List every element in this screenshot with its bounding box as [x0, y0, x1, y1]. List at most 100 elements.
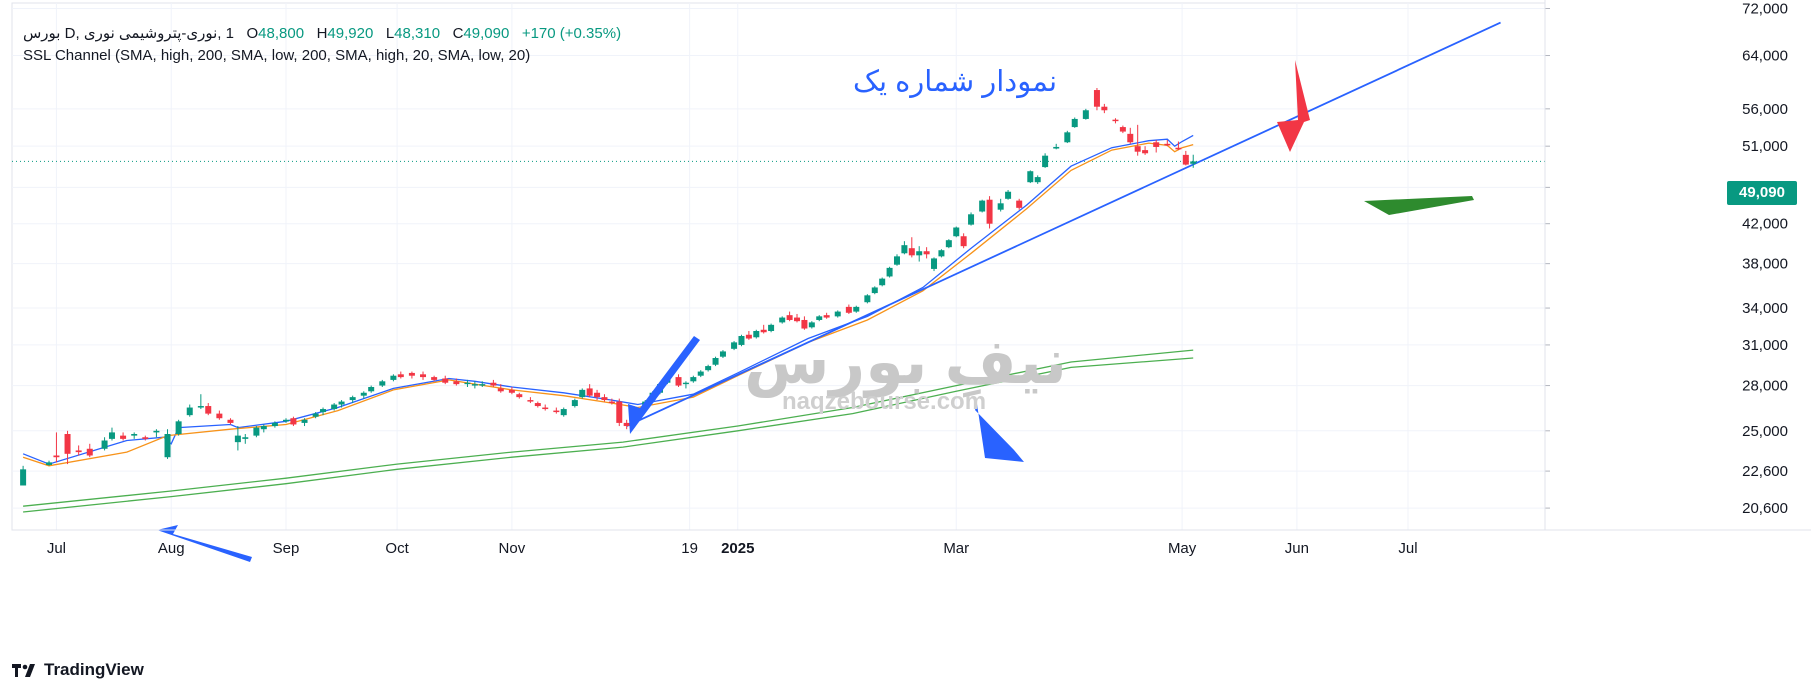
candle-down	[227, 418, 234, 425]
candle-up	[1071, 117, 1078, 128]
x-tick-label: Nov	[499, 540, 526, 557]
candle-down	[908, 237, 915, 258]
candle-down	[75, 445, 82, 456]
candle-down	[760, 324, 767, 334]
candle-down	[1164, 139, 1171, 147]
candle-body	[186, 407, 193, 416]
candle-body	[1042, 155, 1049, 168]
x-tick-label: Jul	[1398, 540, 1417, 557]
candle-down	[1153, 139, 1160, 153]
candle-body	[379, 381, 386, 386]
tradingview-logo[interactable]: TradingView	[12, 660, 144, 680]
candle-body	[553, 410, 560, 413]
candle-up	[471, 381, 478, 389]
change-value: +170 (+0.35%)	[521, 25, 622, 42]
ssl-fast-lower-line	[22, 142, 1194, 467]
y-tick-label: 38,000	[1742, 256, 1788, 273]
candle-up	[1034, 175, 1041, 184]
candle-body	[923, 251, 930, 255]
candle-body	[53, 455, 60, 458]
candle-down	[290, 416, 297, 427]
candle-body	[960, 236, 967, 247]
y-tick-label: 20,600	[1742, 500, 1788, 517]
candle-down	[1134, 124, 1141, 156]
candle-up	[953, 226, 960, 238]
candle-body	[760, 329, 767, 333]
candle-body	[420, 374, 427, 378]
candle-body	[845, 306, 852, 313]
candle-up	[242, 434, 249, 444]
ssl-fast-upper-line	[22, 134, 1194, 465]
candle-up	[571, 398, 578, 408]
candle-body	[20, 469, 27, 486]
candle-body	[594, 392, 601, 398]
annotation-title[interactable]: نمودار شماره یک	[853, 66, 1058, 98]
candle-body	[953, 227, 960, 237]
candle-body	[731, 342, 738, 349]
candle-body	[271, 422, 278, 427]
candle-up	[916, 246, 923, 262]
candle-up	[945, 239, 952, 249]
candle-body	[945, 240, 952, 248]
candle-body	[397, 374, 404, 378]
candle-body	[260, 426, 267, 430]
symbol-header[interactable]: 1 ,نوری-پتروشیمی نوری ,D بورس O48,800 H4…	[23, 24, 621, 42]
candle-body	[1034, 177, 1041, 183]
candle-body	[690, 377, 697, 382]
candle-up	[390, 374, 397, 382]
candle-body	[1064, 132, 1071, 143]
candle-body	[834, 311, 841, 317]
candle-down	[1112, 118, 1119, 124]
candle-down	[120, 432, 127, 441]
candle-body	[205, 406, 212, 414]
candle-up	[101, 437, 108, 451]
candles	[20, 88, 1197, 486]
indicator-legend[interactable]: SSL Channel (SMA, high, 200, SMA, low, 2…	[23, 47, 531, 64]
candle-body	[794, 317, 801, 322]
candle-body	[131, 434, 138, 436]
candle-up	[131, 432, 138, 439]
candle-body	[979, 200, 986, 212]
candle-down	[542, 404, 549, 411]
high-value: 49,920	[327, 25, 374, 42]
y-tick-label: 28,000	[1742, 378, 1788, 395]
candle-down	[1127, 127, 1134, 144]
candle-down	[64, 430, 71, 465]
x-tick-label: Aug	[158, 540, 185, 557]
candle-body	[197, 406, 204, 408]
candle-up	[560, 407, 567, 417]
candle-body	[1119, 127, 1126, 132]
candle-down	[608, 398, 615, 405]
candle-up	[705, 364, 712, 372]
candle-down	[216, 410, 223, 420]
symbol-name[interactable]: 1 ,نوری-پتروشیمی نوری ,D بورس	[23, 25, 234, 42]
trendline-layer[interactable]	[626, 21, 1501, 427]
candle-body	[1082, 110, 1089, 119]
candle-up	[579, 388, 586, 399]
candle-up	[234, 426, 241, 451]
candle-body	[86, 448, 93, 456]
candle-down	[1093, 88, 1100, 111]
candle-body	[120, 435, 127, 439]
candle-body	[216, 413, 223, 419]
candle-up	[320, 407, 327, 416]
candle-body	[719, 351, 726, 357]
candle-down	[823, 312, 830, 319]
candle-up	[1064, 130, 1071, 144]
candle-body	[408, 372, 415, 376]
candle-body	[901, 245, 908, 254]
candle-body	[864, 295, 871, 303]
candle-down	[142, 435, 149, 441]
candle-down	[508, 386, 515, 395]
y-tick-label: 72,000	[1742, 1, 1788, 18]
candle-body	[516, 394, 523, 398]
candle-body	[108, 432, 115, 439]
candle-body	[697, 371, 704, 376]
annotation-arrows[interactable]	[157, 60, 1474, 562]
candle-down	[1182, 150, 1189, 166]
candle-body	[390, 375, 397, 380]
candle-body	[986, 199, 993, 224]
candle-body	[738, 336, 745, 345]
candle-body	[801, 319, 808, 329]
